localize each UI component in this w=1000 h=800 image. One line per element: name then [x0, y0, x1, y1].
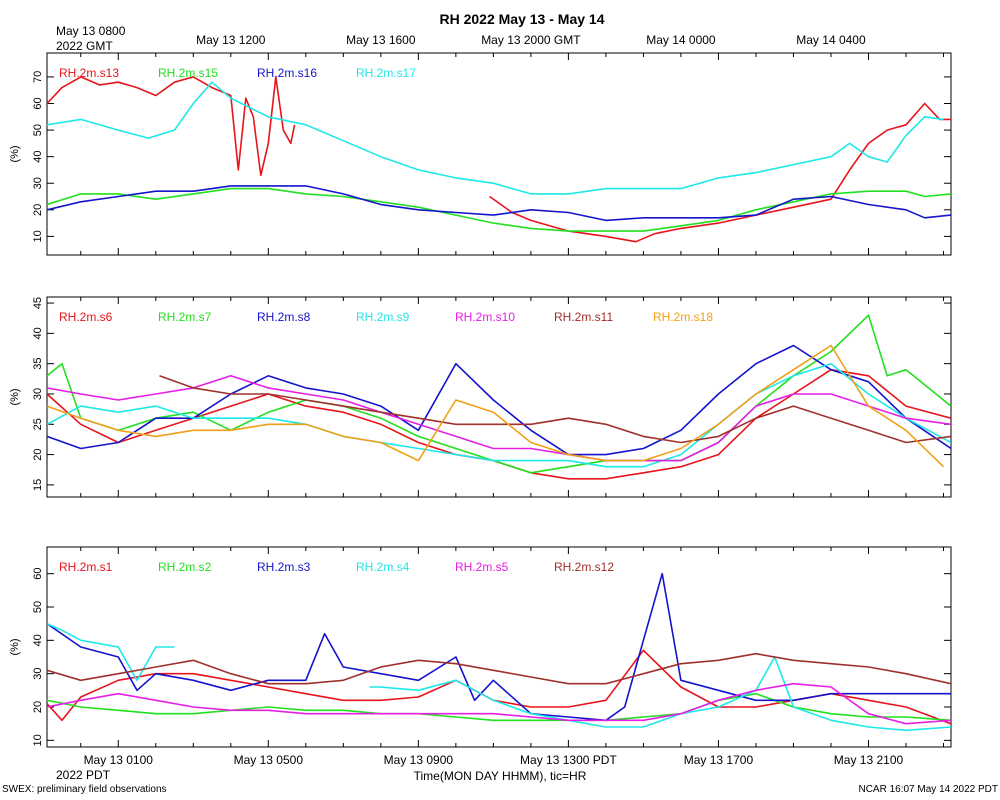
series-line-RH-2m-s11 — [159, 375, 951, 444]
y-tick-label: 15 — [32, 479, 44, 491]
panel-frame — [46, 546, 952, 748]
legend-RH-2m-s9: RH.2m.s9 — [356, 310, 410, 324]
legend-RH-2m-s6: RH.2m.s6 — [59, 310, 113, 324]
series-line-RH-2m-s15 — [47, 187, 951, 232]
y-tick-label: 40 — [32, 151, 44, 163]
chart-panel-2: 15 20 25 30 35 40 45 (%) RH.2m.s6 RH.2m.s7 RH.2m.s… — [9, 296, 952, 498]
bottom-axis-label: May 13 1700 — [684, 753, 754, 767]
legend-RH-2m-s1: RH.2m.s1 — [59, 560, 113, 574]
legend-RH-2m-s16: RH.2m.s16 — [257, 66, 317, 80]
series-line-RH-2m-s16 — [47, 185, 951, 222]
y-tick-label: 45 — [32, 297, 44, 309]
footer-right-note: NCAR 16:07 May 14 2022 PDT — [858, 784, 998, 795]
series-line-RH-2m-s13 — [489, 102, 951, 243]
bottom-axis-label: May 13 0900 — [384, 753, 454, 767]
legend-RH-2m-s10: RH.2m.s10 — [455, 310, 515, 324]
panel-frame — [46, 296, 952, 498]
legend-RH-2m-s17: RH.2m.s17 — [356, 66, 416, 80]
y-tick-label: 50 — [32, 601, 44, 613]
series-line-RH-2m-s4 — [47, 622, 175, 682]
series-line-RH-2m-s1 — [47, 649, 951, 725]
legend-RH-2m-s8: RH.2m.s8 — [257, 310, 311, 324]
series-line-RH-2m-s18 — [47, 344, 945, 468]
top-axis-first-label-line2: 2022 GMT — [56, 39, 113, 53]
legend-RH-2m-s18: RH.2m.s18 — [653, 310, 713, 324]
top-axis-label: May 14 0400 — [796, 33, 866, 47]
chart-panel-3: 10 20 30 40 50 60 (%) RH.2m.s1 RH.2m.s2 RH.2m.s3 R… — [9, 546, 952, 748]
chart-title: RH 2022 May 13 - May 14 — [440, 11, 605, 27]
series-line-RH-2m-s9 — [47, 362, 951, 468]
top-axis-label: May 13 2000 GMT — [481, 33, 581, 47]
series-line-RH-2m-s17 — [47, 81, 944, 195]
y-axis-label: (%) — [9, 388, 21, 405]
bottom-axis-label: May 13 1300 PDT — [520, 753, 617, 767]
panel-frame — [46, 52, 952, 256]
y-tick-label: 70 — [32, 71, 44, 83]
y-tick-label: 60 — [32, 97, 44, 109]
y-axis-label: (%) — [9, 638, 21, 655]
y-tick-label: 30 — [32, 388, 44, 400]
series-line-RH-2m-s3 — [47, 572, 951, 722]
top-axis-label: May 14 0000 — [646, 33, 716, 47]
y-tick-label: 30 — [32, 668, 44, 680]
y-tick-label: 20 — [32, 448, 44, 460]
bottom-axis-label: May 13 2100 — [834, 753, 904, 767]
top-axis-label: May 13 1200 — [196, 33, 266, 47]
legend-RH-2m-s2: RH.2m.s2 — [158, 560, 212, 574]
bottom-axis-label: May 13 0500 — [234, 753, 304, 767]
legend-RH-2m-s13: RH.2m.s13 — [59, 66, 119, 80]
y-tick-label: 35 — [32, 358, 44, 370]
y-tick-label: 30 — [32, 177, 44, 189]
series-line-RH-2m-s2 — [47, 692, 951, 722]
footer-left-note: SWEX: preliminary field observations — [2, 784, 167, 795]
bottom-axis-year-label: 2022 PDT — [56, 768, 111, 782]
series-line-RH-2m-s12 — [47, 652, 951, 685]
y-tick-label: 50 — [32, 124, 44, 136]
x-axis-title: Time(MON DAY HHMM), tic=HR — [414, 769, 587, 783]
bottom-axis-label: May 13 0100 — [84, 753, 154, 767]
legend-RH-2m-s15: RH.2m.s15 — [158, 66, 218, 80]
bottom-axis-labels: May 13 0100 May 13 0500 May 13 0900 May 13 … — [84, 753, 904, 767]
y-tick-label: 25 — [32, 418, 44, 430]
y-tick-label: 10 — [32, 734, 44, 746]
legend-RH-2m-s3: RH.2m.s3 — [257, 560, 311, 574]
series-line-RH-2m-s4 — [369, 656, 951, 732]
top-axis-label: May 13 1600 — [346, 33, 416, 47]
y-tick-label: 10 — [32, 230, 44, 242]
y-tick-label: 40 — [32, 327, 44, 339]
y-tick-label: 60 — [32, 568, 44, 580]
y-axis-label: (%) — [9, 145, 21, 162]
y-tick-label: 40 — [32, 634, 44, 646]
y-tick-label: 20 — [32, 204, 44, 216]
legend-RH-2m-s7: RH.2m.s7 — [158, 310, 212, 324]
legend-RH-2m-s4: RH.2m.s4 — [356, 560, 410, 574]
series-line-RH-2m-s5 — [47, 682, 951, 725]
series-line-RH-2m-s13 — [47, 76, 296, 177]
chart-panel-1: 10 20 30 40 50 60 70 (%) RH.2m.s13 RH.2m.s15 RH.2m… — [9, 52, 952, 256]
top-axis-first-label-line1: May 13 0800 — [56, 24, 126, 38]
top-axis-labels: May 13 1200 May 13 1600 May 13 2000 GMT May… — [196, 33, 866, 47]
chart-panels: 10 20 30 40 50 60 70 (%) RH.2m.s13 RH.2m.s15 RH.2m… — [9, 52, 952, 748]
legend-RH-2m-s11: RH.2m.s11 — [554, 310, 613, 324]
legend-RH-2m-s5: RH.2m.s5 — [455, 560, 509, 574]
legend-RH-2m-s12: RH.2m.s12 — [554, 560, 614, 574]
y-tick-label: 20 — [32, 701, 44, 713]
